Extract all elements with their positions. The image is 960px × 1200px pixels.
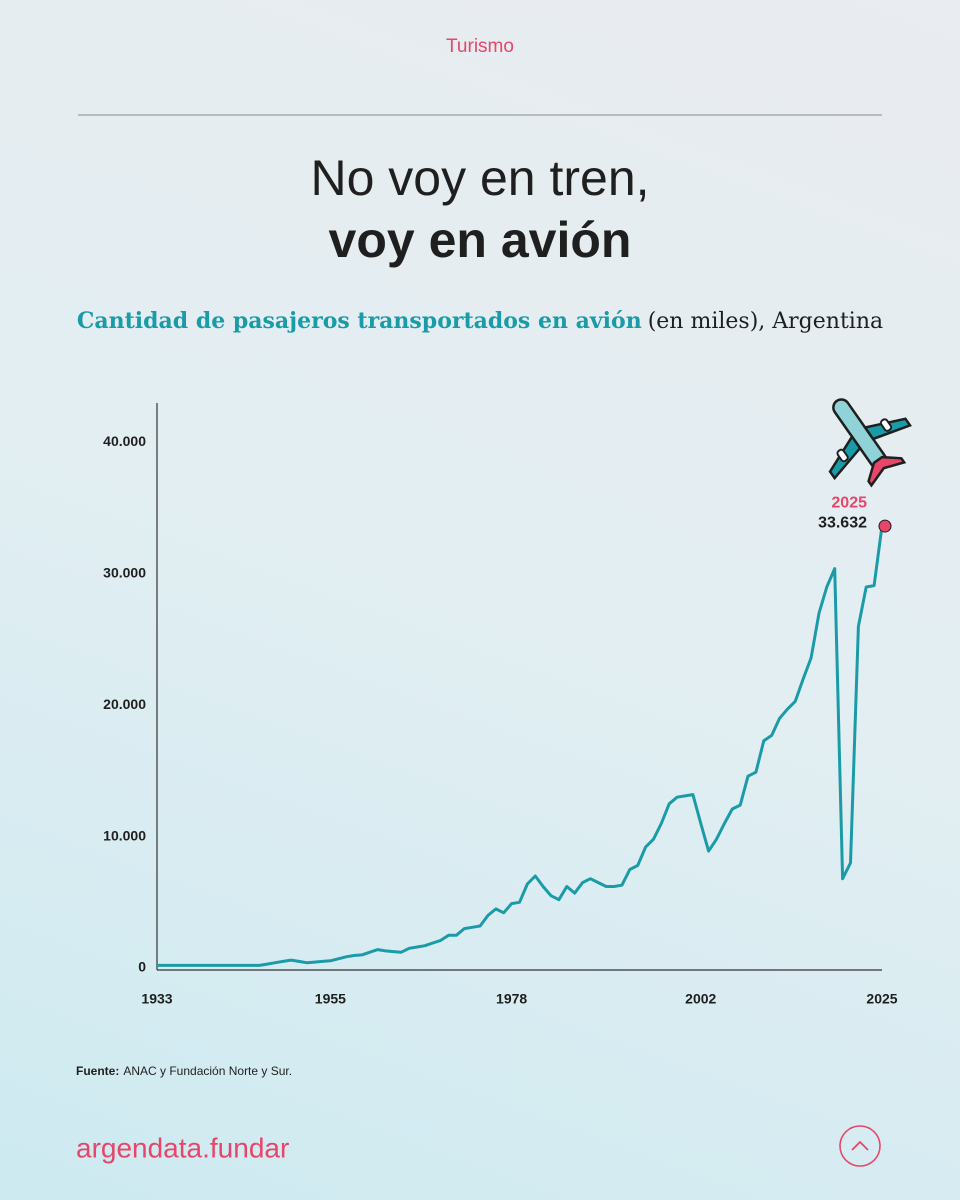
title-line-2: voy en avión [329,212,632,268]
subtitle-rest: (en miles), Argentina [648,309,883,334]
x-tick-label: 2025 [866,991,897,1007]
y-tick-label: 0 [138,959,146,975]
scroll-top-button[interactable] [839,1125,881,1167]
highlight-point [878,519,892,533]
x-tick-label: 1933 [141,991,172,1007]
source-text: ANAC y Fundación Norte y Sur. [123,1064,292,1078]
highlight-year: 2025 [831,494,867,511]
subtitle-bold: Cantidad de pasajeros transportados en a… [77,308,642,334]
x-tick-label: 1955 [315,991,346,1007]
title-line-1: No voy en tren, [310,150,649,206]
section-label: Turismo [446,36,514,57]
y-tick-label: 40.000 [103,433,146,449]
subtitle: Cantidad de pasajeros transportados en a… [77,308,883,334]
y-tick-label: 20.000 [103,696,146,712]
y-tick-label: 30.000 [103,565,146,581]
source-label: Fuente: [76,1064,119,1078]
source: Fuente: ANAC y Fundación Norte y Sur. [76,1064,292,1078]
data-line [157,525,884,967]
x-tick-label: 2002 [685,991,716,1007]
x-tick-label: 1978 [496,991,527,1007]
plane-icon [828,398,912,488]
brand: argendata.fundar [76,1132,289,1163]
highlight-value: 33.632 [818,514,867,531]
y-tick-label: 10.000 [103,827,146,843]
